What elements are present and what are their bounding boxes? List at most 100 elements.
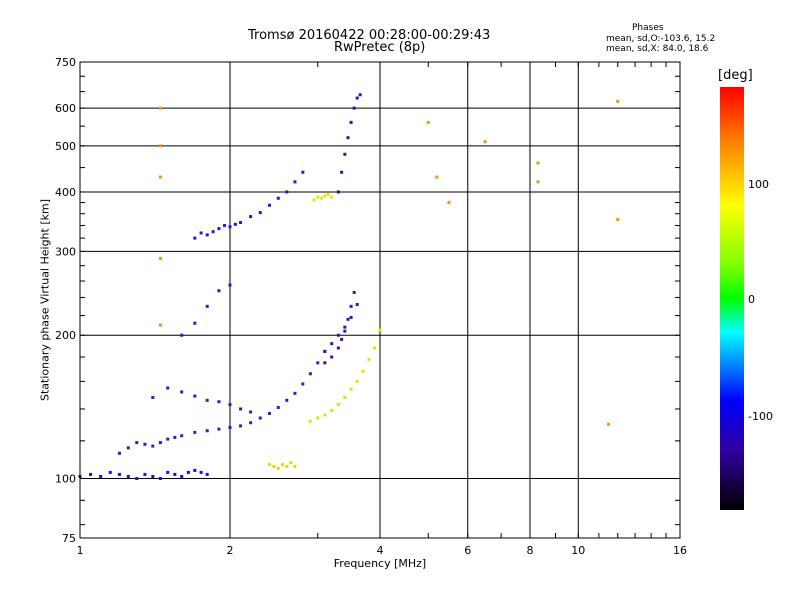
data-point [349,387,353,391]
data-point [323,361,327,365]
data-point [343,325,347,329]
data-point [349,315,353,319]
data-point [330,342,334,346]
data-point [158,106,162,110]
data-point [289,461,293,465]
data-point [126,474,130,478]
data-point [228,283,232,287]
data-point [205,429,209,433]
data-point [373,346,377,350]
data-point [316,195,320,199]
data-point [135,441,139,445]
x-tick-label: 8 [527,544,534,557]
data-point [308,372,312,376]
y-tick-label: 750 [55,56,76,69]
data-point [158,477,162,481]
data-point [173,472,177,476]
data-point [166,470,170,474]
data-point [355,303,359,307]
data-point [199,470,203,474]
y-tick-label: 200 [55,329,76,342]
data-point [536,180,540,184]
data-point [158,441,162,445]
data-point [293,464,297,468]
data-point [233,222,237,226]
data-point [239,221,243,225]
data-point [180,434,184,438]
data-point [258,416,262,420]
colorbar-tick-0: 0 [748,293,755,306]
data-point [349,120,353,124]
data-point [447,201,451,205]
data-point [89,472,93,476]
data-point [126,446,130,450]
data-point [355,96,359,100]
data-point [217,400,221,404]
data-point [211,230,215,234]
y-axis-label: Stationary phase Virtual Height [km] [38,198,52,402]
data-point [158,175,162,179]
data-point [276,466,280,470]
data-point [343,152,347,156]
data-point [158,256,162,260]
y-tick-label: 600 [55,102,76,115]
data-point [99,474,103,478]
plot-frame [79,61,681,539]
data-point [426,120,430,124]
data-point [199,231,203,235]
data-point [180,390,184,394]
data-point [281,463,285,467]
data-point [193,236,197,240]
data-point [323,194,327,198]
y-tick-label: 75 [62,532,76,545]
data-point [301,170,305,174]
data-point [358,93,362,97]
data-point [143,442,147,446]
data-point [158,144,162,148]
data-point [336,346,340,350]
data-point [249,421,253,425]
data-point [352,290,356,294]
data-point [316,361,320,365]
data-point [223,224,227,228]
data-point [361,369,365,373]
data-point [205,233,209,237]
data-point [316,416,320,420]
data-point [117,472,121,476]
x-tick-label: 1 [77,544,84,557]
x-tick-label: 16 [673,544,687,557]
x-tick-label: 4 [377,544,384,557]
data-point [173,435,177,439]
x-tick-label: 10 [571,544,585,557]
data-point [249,410,253,414]
data-point [378,328,382,332]
stats-heading: Phases [632,23,664,33]
data-point [108,470,112,474]
data-point [151,395,155,399]
data-point [343,329,347,333]
data-point [276,196,280,200]
x-tick-label: 6 [464,544,471,557]
y-tick-label: 500 [55,140,76,153]
data-point [536,161,540,165]
data-point [340,337,344,341]
data-point [193,394,197,398]
data-point [217,427,221,431]
y-tick-label: 100 [55,473,76,486]
data-point [135,477,139,481]
data-point [616,99,620,103]
stats-o-trace: mean, sd,O:-103.6, 15.2 [606,34,716,44]
data-point [267,463,271,467]
chart-subtitle: RwPretec (8p) [334,40,426,55]
data-point [323,349,327,353]
data-point [352,106,356,110]
data-point [205,398,209,402]
data-point [205,472,209,476]
data-point [143,472,147,476]
data-point [228,425,232,429]
colorbar-tick-minus100: -100 [748,410,773,423]
data-point [267,411,271,415]
data-point [166,386,170,390]
data-point [340,170,344,174]
data-point [228,403,232,407]
